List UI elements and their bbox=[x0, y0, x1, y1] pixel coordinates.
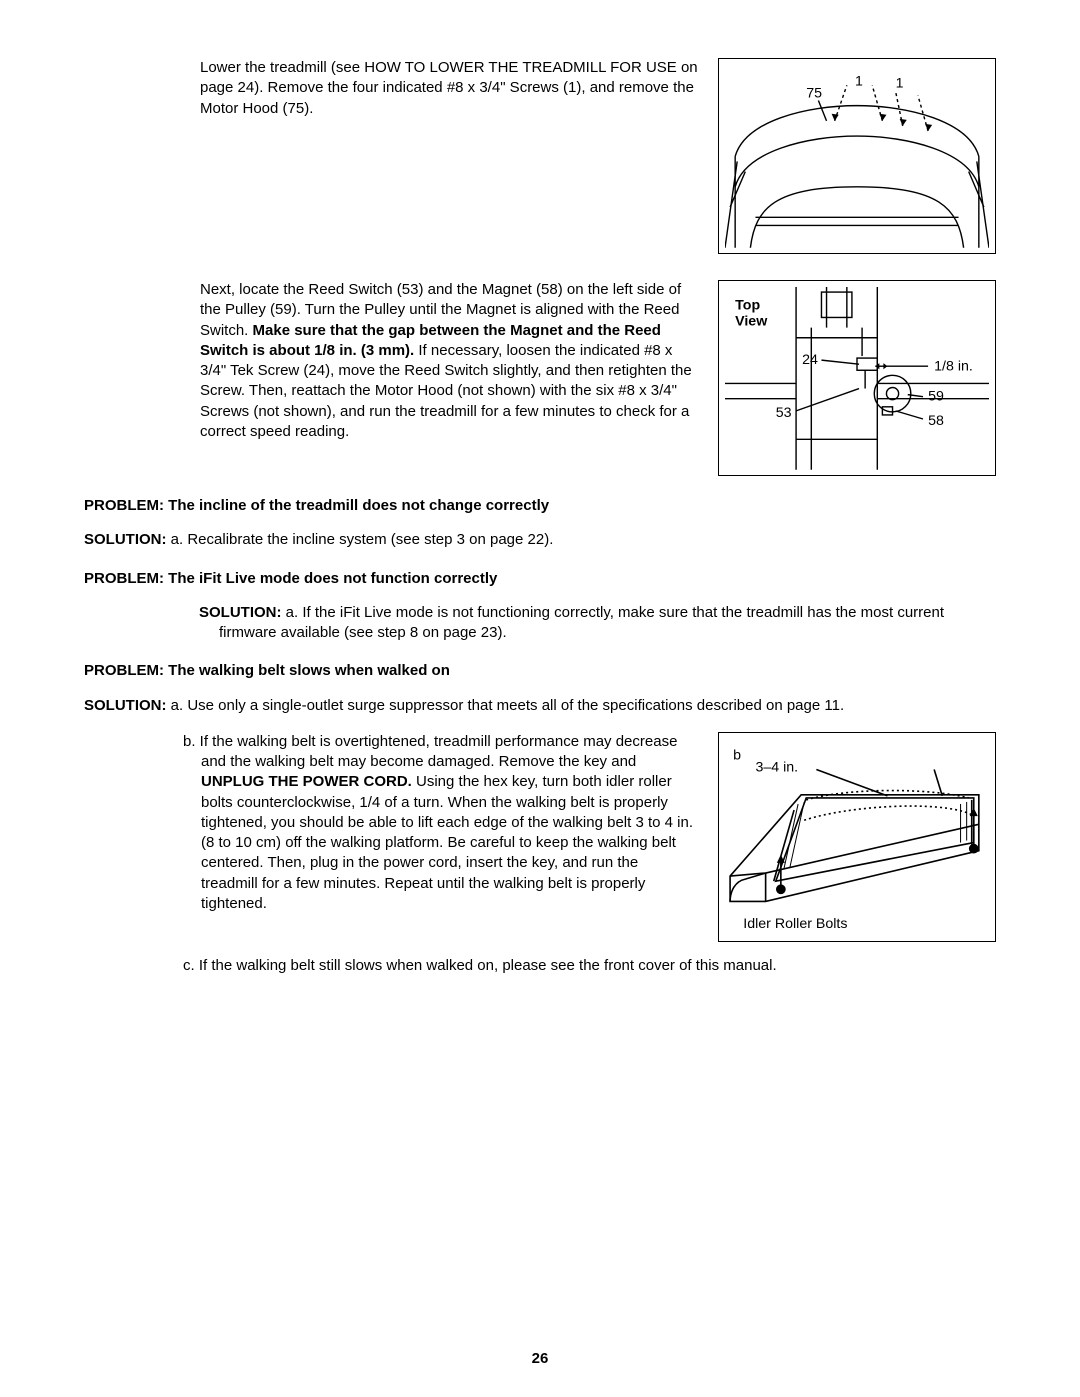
problem-belt-sol-c: c. If the walking belt still slows when … bbox=[84, 956, 996, 976]
reed-switch-svg: Top View 24 53 59 58 1/8 in. bbox=[725, 287, 989, 470]
fig3-label-b: b bbox=[733, 747, 741, 763]
belt-b-text-col: b. If the walking belt is overtightened,… bbox=[84, 732, 698, 914]
p3-b-before: b. If the walking belt is overtightened,… bbox=[183, 733, 677, 770]
section1-text-col: Lower the treadmill (see HOW TO LOWER TH… bbox=[84, 58, 698, 119]
fig3-label-idler: Idler Roller Bolts bbox=[743, 916, 847, 932]
p3-b-after: Using the hex key, turn both idler rolle… bbox=[201, 773, 693, 912]
fig1-label-75: 75 bbox=[806, 85, 822, 101]
idler-svg: b 3–4 in. Idler Roller Bolts bbox=[725, 739, 989, 938]
section2-text: Next, locate the Reed Switch (53) and th… bbox=[200, 280, 698, 442]
fig2-label-24: 24 bbox=[802, 352, 818, 368]
problem-ifit-solution: SOLUTION: a. If the iFit Live mode is no… bbox=[84, 603, 996, 644]
figure-reed-switch: Top View 24 53 59 58 1/8 in. bbox=[718, 280, 996, 476]
problem-ifit-title: PROBLEM: The iFit Live mode does not fun… bbox=[84, 569, 996, 589]
section2-text-col: Next, locate the Reed Switch (53) and th… bbox=[84, 280, 698, 442]
section-reed-switch: Next, locate the Reed Switch (53) and th… bbox=[84, 280, 996, 476]
fig2-label-53: 53 bbox=[776, 405, 792, 421]
section2-fig-col: Top View 24 53 59 58 1/8 in. bbox=[718, 280, 996, 476]
p3-b-bold: UNPLUG THE POWER CORD. bbox=[201, 773, 412, 790]
p1-sol-label: SOLUTION: bbox=[84, 531, 167, 548]
section-motor-hood: Lower the treadmill (see HOW TO LOWER TH… bbox=[84, 58, 996, 254]
page-number: 26 bbox=[0, 1349, 1080, 1369]
fig2-label-eighth: 1/8 in. bbox=[934, 358, 973, 374]
fig2-topview-1: Top bbox=[735, 297, 760, 313]
fig2-topview-2: View bbox=[735, 314, 768, 330]
fig2-label-59: 59 bbox=[928, 389, 944, 405]
p2-sol-text: a. If the iFit Live mode is not function… bbox=[219, 604, 944, 641]
problem-belt-sol-a: SOLUTION: a. Use only a single-outlet su… bbox=[84, 696, 996, 716]
p3-sol-label: SOLUTION: bbox=[84, 697, 167, 714]
problem-belt-sol-b: b. If the walking belt is overtightened,… bbox=[84, 732, 698, 914]
figure-motor-hood: 75 1 1 bbox=[718, 58, 996, 254]
problem-incline-title: PROBLEM: The incline of the treadmill do… bbox=[84, 496, 996, 516]
problem-incline-solution: SOLUTION: a. Recalibrate the incline sys… bbox=[84, 530, 996, 550]
section1-text: Lower the treadmill (see HOW TO LOWER TH… bbox=[200, 58, 698, 119]
section1-fig-col: 75 1 1 bbox=[718, 58, 996, 254]
fig1-label-1b: 1 bbox=[896, 75, 904, 91]
fig3-label-34: 3–4 in. bbox=[755, 759, 798, 775]
fig2-label-58: 58 bbox=[928, 413, 944, 429]
belt-b-fig-col: b 3–4 in. Idler Roller Bolts bbox=[718, 732, 996, 942]
fig1-label-1a: 1 bbox=[855, 73, 863, 89]
problem-belt-title: PROBLEM: The walking belt slows when wal… bbox=[84, 661, 996, 681]
section-belt-b: b. If the walking belt is overtightened,… bbox=[84, 732, 996, 942]
motor-hood-svg: 75 1 1 bbox=[725, 65, 989, 248]
figure-idler-bolts: b 3–4 in. Idler Roller Bolts bbox=[718, 732, 996, 942]
p2-sol-label: SOLUTION: bbox=[199, 604, 282, 621]
p1-sol-text: a. Recalibrate the incline system (see s… bbox=[167, 531, 554, 548]
p3-sol-a-text: a. Use only a single-outlet surge suppre… bbox=[167, 697, 845, 714]
